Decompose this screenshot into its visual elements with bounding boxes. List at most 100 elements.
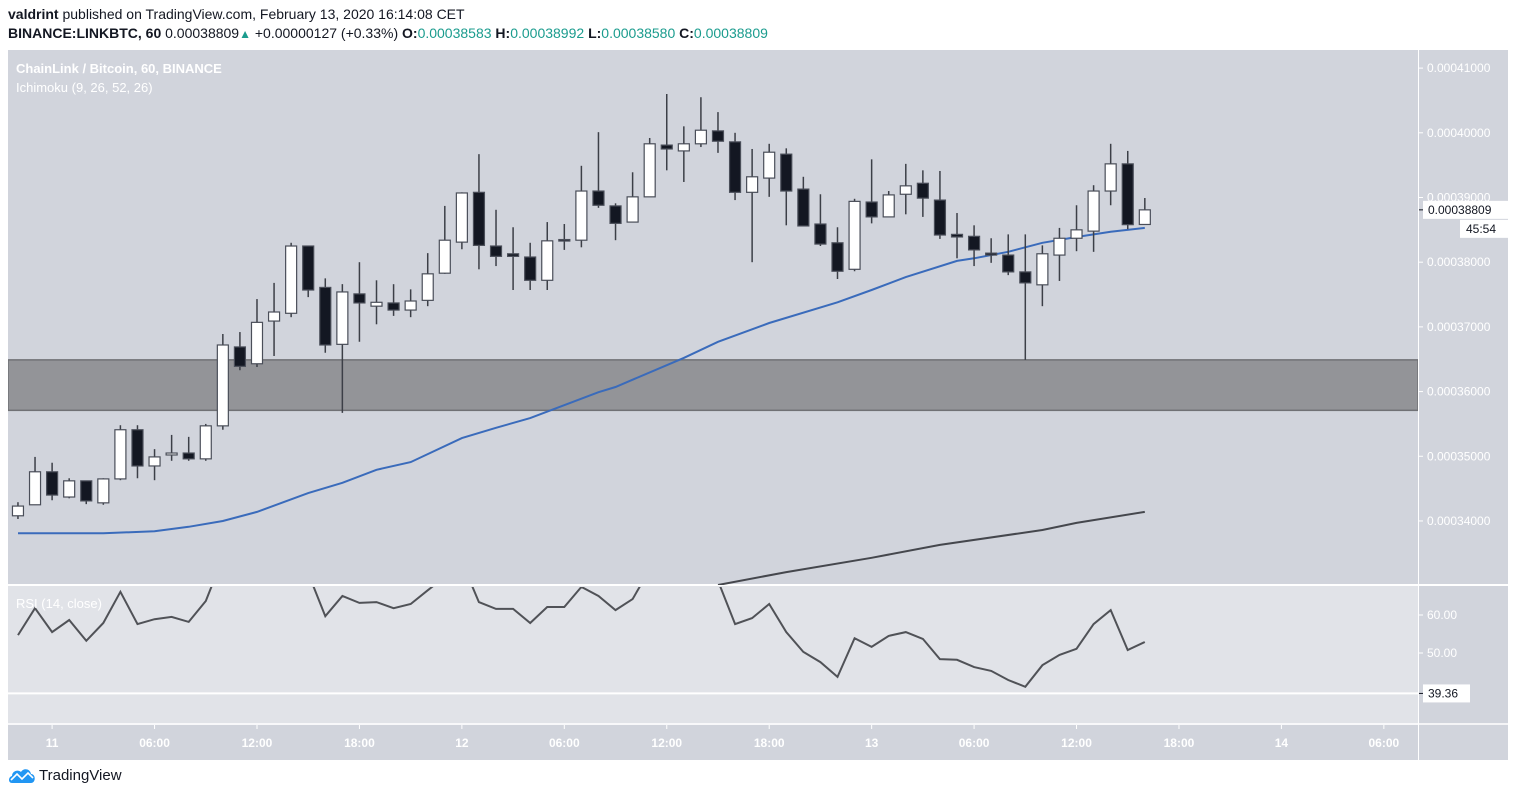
candle-body-up [746,176,759,193]
candle-body-up [370,301,383,307]
candle-body-up [1070,229,1083,239]
candle [848,198,861,272]
time-tick-label: 06:00 [139,736,170,750]
time-tick-label: 14 [1275,736,1289,750]
candle [865,159,878,224]
candle-body-down [387,302,400,311]
time-tick-label: 13 [865,736,879,750]
candle-body-up [165,452,178,456]
indicator-label[interactable]: Ichimoku (9, 26, 52, 26) [16,80,153,95]
candle-body-up [1104,163,1117,192]
open-label: O: [402,25,418,41]
candle [216,333,229,430]
brand-name[interactable]: TradingView [39,766,122,784]
candle-body-up [455,192,468,243]
candle [780,148,793,226]
last-price: 0.00038809 [165,25,240,41]
price-tick-label: 0.00038000 [1427,255,1491,269]
last-price-badge [1423,200,1508,219]
candle [267,282,281,356]
candle [882,191,895,218]
author-name[interactable]: valdrint [8,6,59,22]
candle-body-down [609,205,622,224]
candle [609,203,622,241]
time-tick-label: 06:00 [549,736,580,750]
rsi-level-badge [1423,684,1470,703]
candle [285,242,298,318]
candle-body-up [148,456,161,467]
candle-body-up [336,291,349,345]
candle [165,434,178,461]
rsi-tick-label: 50.00 [1427,646,1457,660]
candle [1053,227,1066,281]
candle [114,425,127,481]
candle-body-down [592,190,605,206]
candle-body-up [267,311,281,322]
candle [302,245,315,298]
candle [1002,234,1015,276]
candle [660,93,673,171]
candle [199,423,212,461]
candle-body-up [421,273,434,301]
price-tick-label: 0.00034000 [1427,514,1491,528]
candle-body-up [899,185,912,195]
candle [455,192,468,250]
price-tick-label: 0.00037000 [1427,320,1491,334]
candle [1087,185,1100,252]
candle [319,278,332,353]
time-tick-label: 18:00 [754,736,785,750]
candle [899,163,912,215]
support-zone[interactable] [8,359,1418,412]
candle-body-down [831,242,844,272]
footer: TradingView [8,766,122,784]
symbol-info: BINANCE:LINKBTC, 60 0.00038809▲ +0.00000… [8,25,768,41]
candle [489,209,503,267]
candle [506,227,520,291]
candle-body-down [489,245,503,257]
candle [11,502,25,520]
candle [592,132,605,208]
candle-body-up [438,239,451,274]
chart-title: ChainLink / Bitcoin, 60, BINANCE [16,61,222,76]
candle-body-down [506,253,520,257]
candle [148,449,161,481]
candle-body-up [404,300,417,311]
candle-body-down [80,480,93,502]
candle-body-down [524,256,537,281]
candle-body-down [558,238,571,242]
candle [711,112,725,153]
candle [643,137,656,198]
candle-body-up [763,151,776,179]
candle [831,227,844,280]
candle-body-up [11,505,25,517]
tradingview-logo-icon [9,769,35,783]
candle [728,132,742,201]
candle-body-down [319,286,332,346]
rsi-pane[interactable] [8,585,1508,725]
candle-body-down [131,429,144,467]
ichimoku-dark-line [717,510,1145,585]
candle [797,176,810,227]
price-tick-label: 0.00041000 [1427,61,1491,75]
close-value: 0.00038809 [693,25,768,41]
candle [97,478,110,505]
low-label: L: [588,25,602,41]
candle [80,480,93,505]
close-label: C: [679,25,694,41]
time-tick-label: 12:00 [1061,736,1092,750]
time-axis[interactable] [8,725,1508,760]
candle [933,170,947,239]
time-tick-label: 11 [46,736,59,750]
candle [131,425,144,479]
candle [370,280,383,325]
rsi-label[interactable]: RSI (14, close) [16,596,102,611]
main-pane[interactable] [8,50,1508,585]
candle-body-down [711,130,725,142]
candle [1121,150,1134,230]
candle-body-up [63,480,76,498]
time-tick-label: 06:00 [1369,736,1400,750]
price-tick-label: 0.00040000 [1427,126,1491,140]
candle-body-up [643,143,656,198]
last-price-label: 0.00038809 [1428,203,1492,217]
